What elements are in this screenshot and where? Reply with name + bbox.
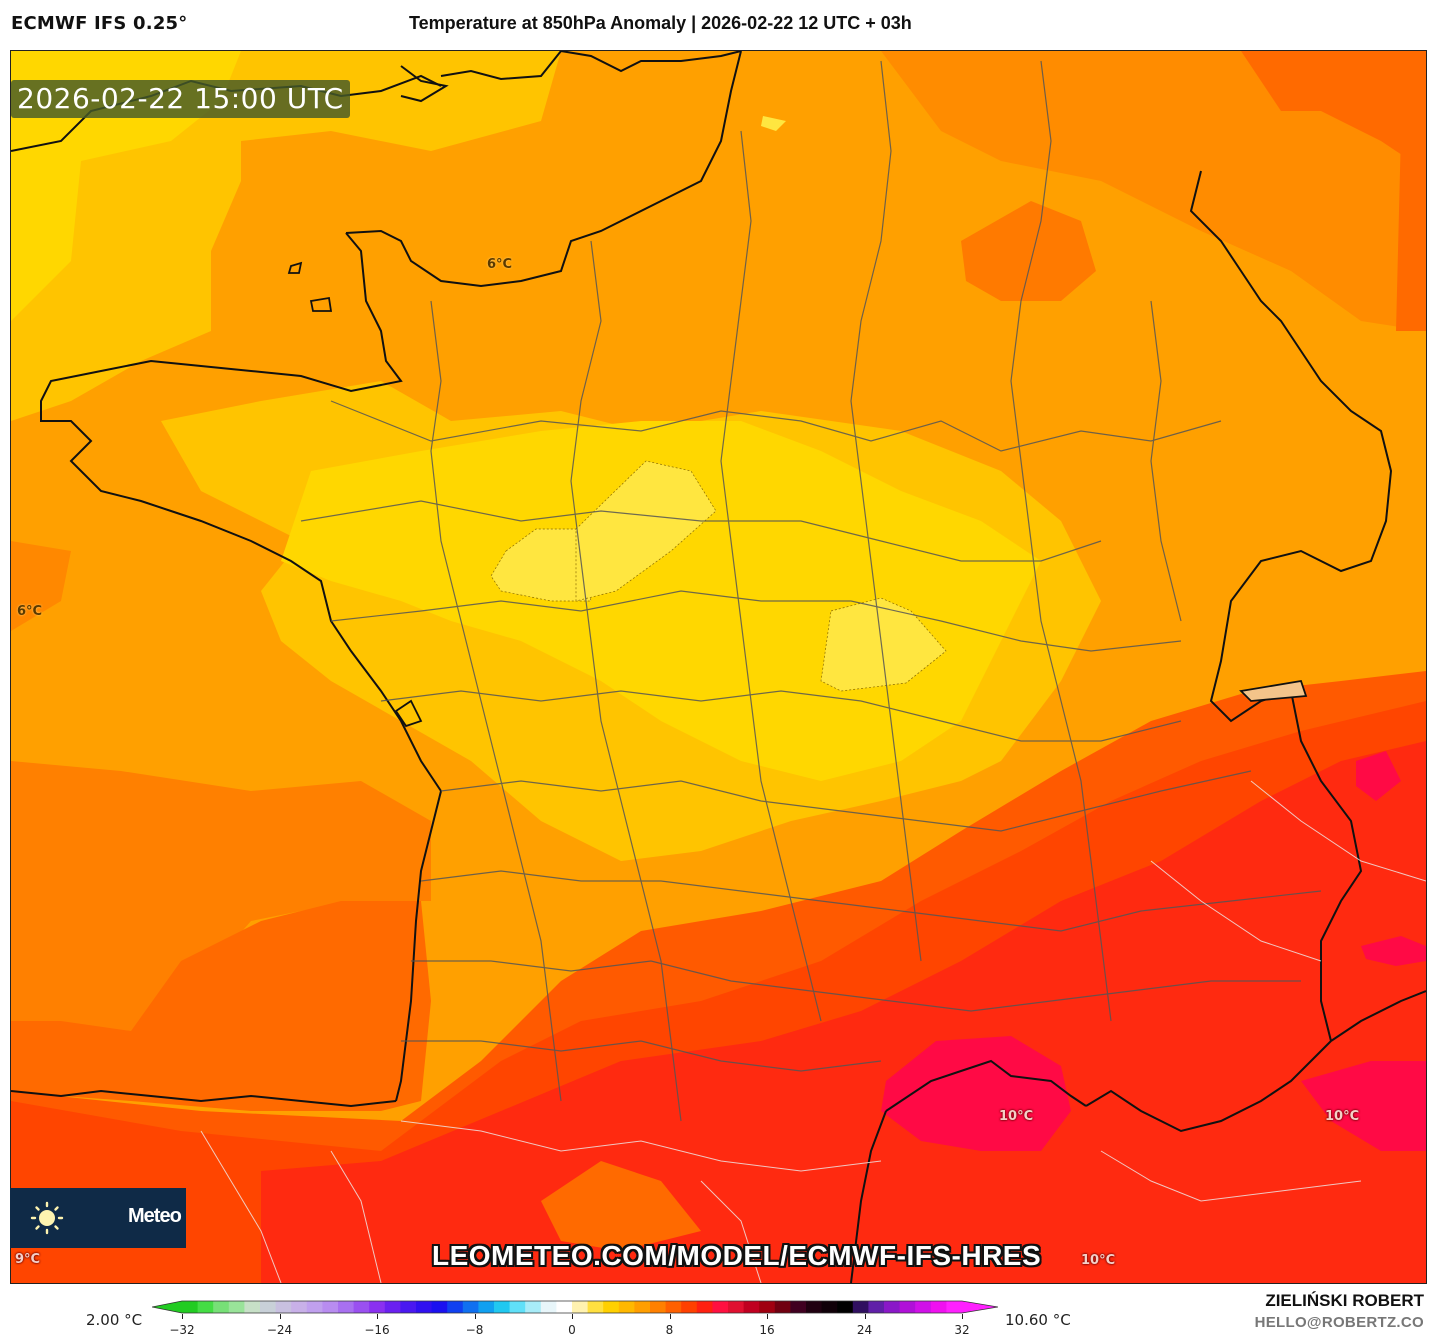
temperature-anomaly-field (11, 51, 1426, 1283)
colorbar-tick (279, 1314, 281, 1319)
map-panel[interactable]: 2026-02-22 15:00 UTC 6°C 6°C 10°C 10°C 1… (10, 50, 1427, 1284)
colorbar-ticks: −32 −24 −16 −8 0 8 16 24 32 (0, 1314, 1435, 1338)
contour-label: 10°C (1325, 1109, 1360, 1124)
colorbar-tick-label: −24 (266, 1323, 293, 1337)
colorbar-tick-label: 24 (856, 1323, 873, 1337)
colorbar-tick (864, 1314, 866, 1319)
colorbar-tick-label: 0 (568, 1323, 576, 1337)
colorbar-tick-label: 16 (759, 1323, 775, 1337)
colorbar-tick (962, 1314, 963, 1319)
colorbar-tick (767, 1314, 768, 1319)
field-max-label: 10.60 °C (1005, 1311, 1071, 1329)
colorbar-tick-label: −8 (465, 1323, 484, 1337)
author-email[interactable]: HELLO@ROBERTZ.CO (1254, 1314, 1424, 1331)
author-credit: ZIELIŃSKI ROBERT (1265, 1291, 1424, 1310)
contour-label: 10°C (999, 1109, 1034, 1124)
logo-text: Meteo (128, 1205, 182, 1227)
contour-label: 6°C (17, 604, 43, 619)
sun-icon (30, 1201, 64, 1235)
contour-label: 9°C (15, 1252, 41, 1267)
model-name: ECMWF IFS 0.25° (11, 13, 188, 34)
colorbar-tick-label: 32 (954, 1323, 970, 1337)
colorbar-tick (377, 1314, 378, 1319)
colorbar-tick (669, 1314, 671, 1319)
meteo-logo[interactable]: Meteo (10, 1188, 186, 1248)
contour-label: 10°C (1081, 1253, 1116, 1268)
colorbar (152, 1300, 998, 1314)
colorbar-tick-label: −32 (169, 1323, 195, 1337)
source-watermark: LEOMETEO.COM/MODEL/ECMWF-IFS-HRES (432, 1240, 1042, 1271)
contour-label: 6°C (487, 257, 513, 272)
colorbar-tick-label: 8 (665, 1323, 674, 1337)
colorbar-tick (572, 1314, 573, 1319)
colorbar-tick (182, 1314, 183, 1319)
chart-title: Temperature at 850hPa Anomaly | 2026-02-… (409, 13, 912, 33)
colorbar-tick-label: −16 (364, 1323, 390, 1337)
colorbar-tick (474, 1314, 476, 1319)
valid-time-badge: 2026-02-22 15:00 UTC (11, 80, 350, 118)
field-min-label: 2.00 °C (86, 1311, 143, 1329)
